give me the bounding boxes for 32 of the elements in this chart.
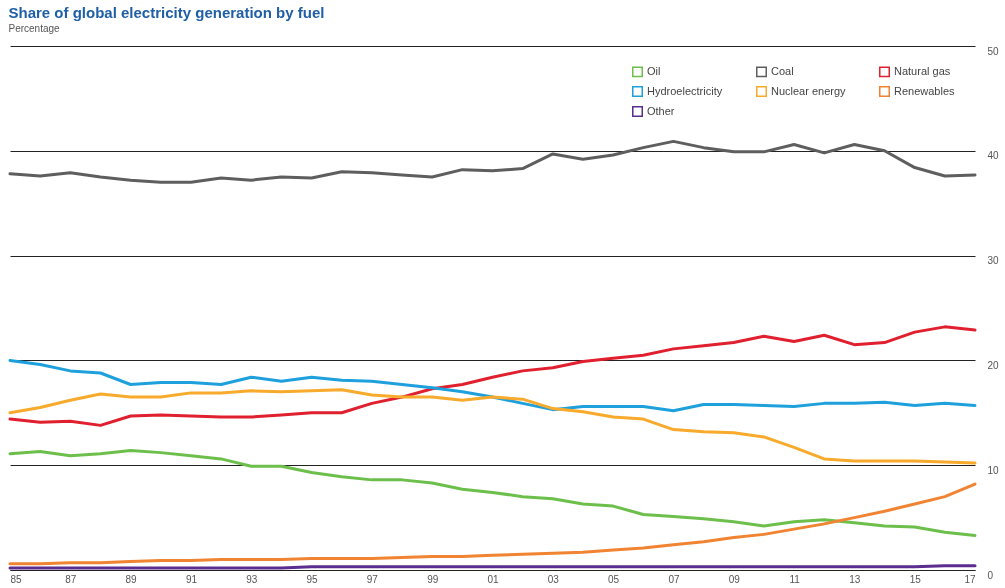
x-tick-label: 13: [849, 573, 861, 585]
x-tick-label: 93: [246, 573, 258, 585]
x-tick-label: 09: [728, 573, 741, 585]
legend-label: Nuclear energy: [771, 84, 847, 97]
legend-label: Natural gas: [894, 64, 951, 77]
x-tick-label: 87: [65, 573, 77, 585]
y-tick-label: 0: [987, 569, 994, 581]
x-tick-label: 85: [10, 573, 23, 585]
legend-label: Renewables: [894, 84, 956, 97]
x-tick-label: 05: [608, 573, 620, 585]
chart-title: Share of global electricity generation by fuel: [8, 4, 325, 21]
legend-label: Oil: [647, 64, 661, 77]
x-tick-label: 89: [125, 573, 138, 585]
y-tick-label: 10: [987, 464, 1000, 476]
x-tick-label: 95: [306, 573, 319, 585]
x-tick-label: 11: [789, 573, 801, 585]
x-tick-label: 03: [547, 573, 560, 585]
legend-label: Other: [647, 104, 675, 117]
x-tick-label: 97: [366, 573, 379, 585]
x-tick-label: 01: [487, 573, 499, 585]
y-tick-label: 50: [987, 45, 1000, 57]
legend-label: Coal: [771, 64, 794, 77]
x-tick-label: 91: [185, 573, 198, 585]
x-tick-label: 07: [668, 573, 680, 585]
legend-label: Hydroelectricity: [647, 84, 723, 97]
x-tick-label: 99: [427, 573, 439, 585]
y-tick-label: 20: [987, 359, 1000, 371]
x-tick-label: 15: [909, 573, 922, 585]
x-tick-label: 17: [964, 573, 976, 585]
chart-subtitle: Percentage: [8, 23, 61, 34]
y-tick-label: 30: [987, 255, 1000, 267]
y-tick-label: 40: [987, 150, 1000, 162]
